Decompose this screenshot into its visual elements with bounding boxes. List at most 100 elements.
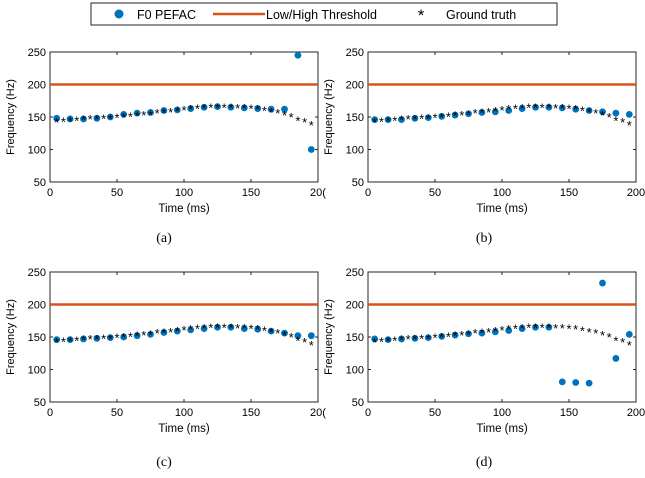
y-tick-label: 250 [346, 267, 364, 279]
y-tick-label: 100 [28, 145, 46, 157]
ground-truth-point: * [188, 322, 193, 337]
ground-truth-point: * [81, 113, 86, 128]
ground-truth-point: * [459, 328, 464, 343]
pefac-point [505, 327, 513, 334]
x-tick-label: 50 [111, 187, 123, 199]
ground-truth-point: * [155, 106, 160, 121]
y-tick-label: 100 [28, 365, 46, 377]
ground-truth-point: * [128, 329, 133, 344]
ground-truth-point: * [453, 329, 458, 344]
ground-truth-point: * [432, 111, 437, 126]
pefac-point [599, 279, 606, 287]
ground-truth-point: * [68, 114, 73, 129]
x-tick-label: 100 [175, 407, 193, 419]
ground-truth-point: * [600, 108, 605, 123]
ground-truth-point: * [175, 104, 180, 119]
ground-truth-point: * [533, 320, 538, 335]
pefac-point [465, 110, 472, 118]
pefac-point [384, 336, 392, 343]
pefac-point [240, 325, 248, 332]
x-tick-label: 100 [493, 187, 511, 199]
ground-truth-point: * [426, 331, 431, 346]
ground-truth-point: * [607, 330, 612, 345]
pefac-point [147, 331, 154, 338]
x-axis-label: Time (ms) [158, 423, 209, 435]
ground-truth-point: * [520, 101, 525, 116]
ground-truth-point: * [175, 324, 180, 339]
ground-truth-point: * [392, 333, 397, 348]
ground-truth-point: * [439, 110, 444, 125]
ground-truth-point: * [242, 321, 247, 336]
x-tick-label: 100 [175, 187, 193, 199]
ground-truth-point: * [141, 108, 146, 123]
ground-truth-point: * [235, 321, 240, 336]
ground-truth-point: * [302, 335, 307, 350]
ground-truth-point: * [282, 328, 287, 343]
ground-truth-point: * [121, 330, 126, 345]
legend-label-truth: Ground truth [446, 8, 516, 22]
legend: F0 PEFAC Low/High Threshold * Ground tru… [90, 2, 558, 26]
ground-truth-point: * [540, 320, 545, 335]
pefac-point [572, 379, 580, 386]
ground-truth-point: * [202, 101, 207, 116]
x-tick-label: 150 [242, 187, 260, 199]
ground-truth-point: * [242, 101, 247, 116]
ground-truth-point: * [426, 111, 431, 126]
ground-truth-point: * [560, 321, 565, 336]
legend-marker-pefac [114, 9, 124, 19]
x-tick-label: 0 [47, 407, 53, 419]
ground-truth-point: * [459, 108, 464, 123]
ground-truth-point: * [74, 333, 79, 348]
x-axis-label: Time (ms) [476, 203, 527, 215]
ground-truth-point: * [372, 115, 377, 130]
ground-truth-point: * [600, 328, 605, 343]
pefac-point [160, 329, 168, 336]
ground-truth-point: * [412, 332, 417, 347]
x-axis-label: Time (ms) [476, 423, 527, 435]
ground-truth-point: * [520, 321, 525, 336]
ground-truth-point: * [479, 325, 484, 340]
pefac-point [465, 330, 472, 338]
pefac-point [93, 334, 101, 342]
y-tick-label: 100 [346, 145, 364, 157]
y-tick-label: 100 [346, 365, 364, 377]
ground-truth-point: * [215, 320, 220, 335]
ground-truth-point: * [499, 323, 504, 338]
pefac-point [424, 114, 432, 122]
ground-truth-point: * [546, 320, 551, 335]
y-tick-label: 200 [28, 80, 46, 92]
pefac-point [200, 325, 208, 332]
pefac-point [451, 111, 459, 119]
x-tick-label: 150 [242, 407, 260, 419]
ground-truth-point: * [94, 332, 99, 347]
ground-truth-point: * [620, 115, 625, 130]
ground-truth-point: * [135, 329, 140, 344]
pefac-point [411, 334, 419, 342]
ground-truth-point: * [302, 115, 307, 130]
ground-truth-point: * [222, 100, 227, 115]
pefac-point [438, 332, 446, 340]
ground-truth-point: * [406, 112, 411, 127]
pefac-point [411, 114, 419, 122]
y-axis-label: Frequency (Hz) [323, 299, 335, 375]
pefac-point [398, 335, 405, 343]
ground-truth-point: * [228, 320, 233, 335]
pefac-point [625, 111, 633, 118]
pefac-point [66, 336, 74, 343]
ground-truth-point: * [526, 100, 531, 115]
ground-truth-point: * [580, 104, 585, 119]
pefac-point [478, 109, 486, 116]
pefac-point [160, 107, 168, 114]
ground-truth-point: * [432, 331, 437, 346]
pefac-point [612, 355, 620, 362]
y-tick-label: 250 [28, 267, 46, 279]
y-tick-label: 50 [352, 397, 364, 409]
y-tick-label: 200 [346, 80, 364, 92]
ground-truth-point: * [479, 105, 484, 120]
ground-truth-point: * [114, 331, 119, 346]
pefac-point [491, 328, 499, 336]
pefac-point [147, 109, 154, 116]
